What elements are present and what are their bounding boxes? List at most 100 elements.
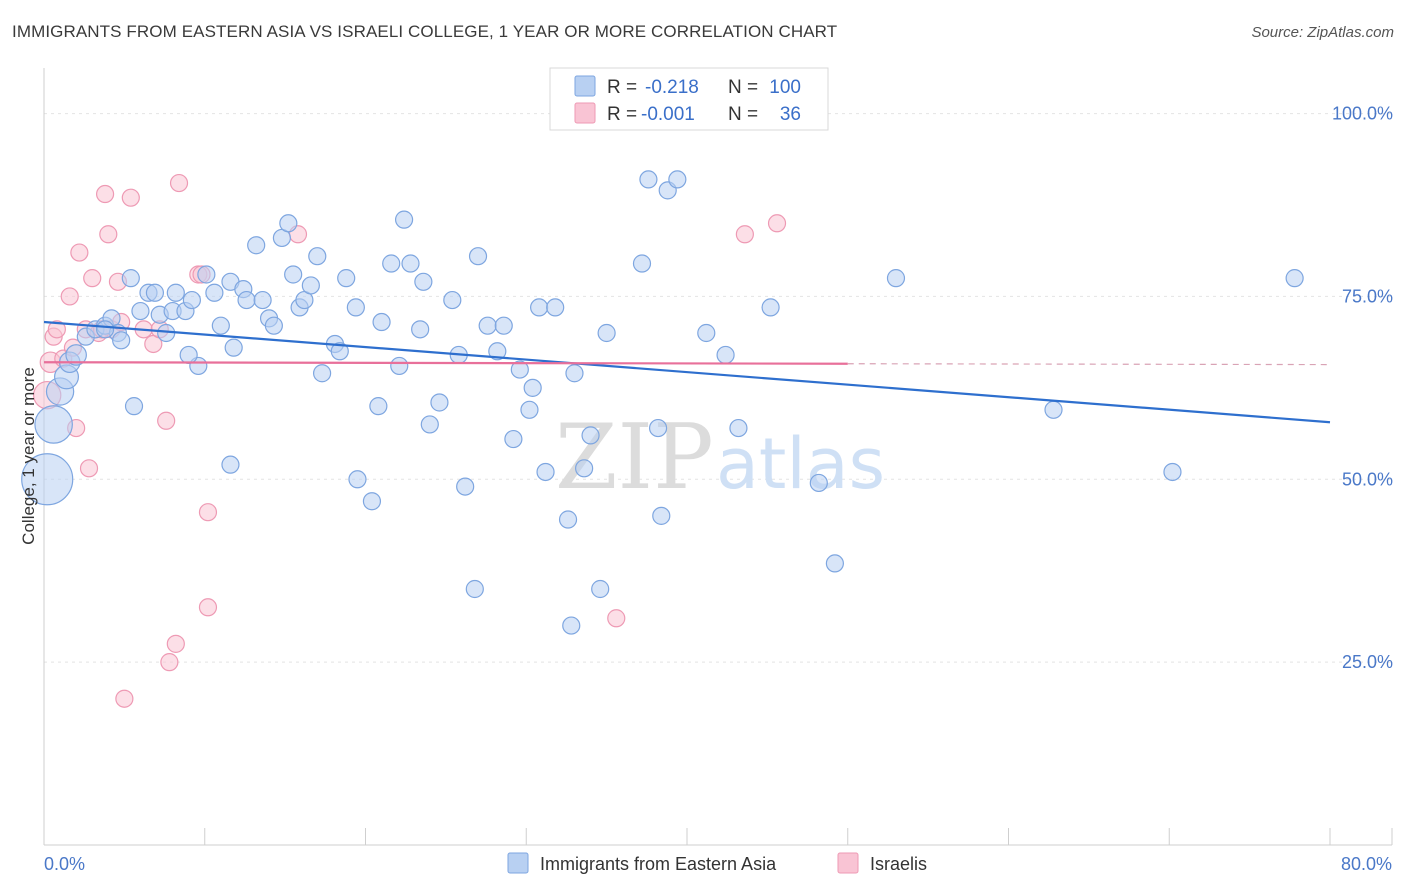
legend-r-value-1: -0.218: [645, 77, 699, 98]
eastern-asia-point: [716, 345, 735, 365]
eastern-asia-point: [346, 298, 365, 317]
x-ticks: [43, 828, 1393, 845]
eastern-asia-point: [121, 269, 140, 288]
israelis-point: [95, 184, 115, 204]
eastern-asia-point: [411, 320, 430, 339]
eastern-asia-point: [1044, 400, 1063, 419]
israelis-point: [735, 225, 754, 244]
chart-title: IMMIGRANTS FROM EASTERN ASIA VS ISRAELI …: [12, 22, 838, 41]
eastern-asia-point: [639, 170, 658, 189]
eastern-asia-point: [558, 510, 578, 529]
eastern-asia-point: [478, 316, 497, 335]
eastern-asia-point: [308, 247, 327, 266]
eastern-asia-point: [504, 429, 523, 449]
eastern-asia-point: [632, 254, 652, 273]
israelis-point: [607, 609, 626, 628]
eastern-asia-point: [179, 345, 198, 365]
y-axis-title: College, 1 year or more: [19, 367, 38, 545]
eastern-asia-point: [886, 269, 906, 288]
y-tick-label-25: 25.0%: [1342, 652, 1393, 672]
eastern-asia-point: [124, 397, 144, 416]
eastern-asia-point: [729, 418, 748, 438]
eastern-asia-point: [390, 356, 409, 376]
eastern-asia-point: [591, 579, 610, 599]
series-legend-swatch-eastern-asia: [507, 852, 529, 874]
israelis-point: [115, 689, 134, 708]
eastern-asia-point: [565, 364, 584, 383]
eastern-asia-point: [581, 426, 600, 445]
eastern-asia-point: [401, 254, 420, 273]
eastern-asia-point: [65, 344, 87, 366]
eastern-asia-point: [312, 364, 332, 383]
eastern-asia-point: [520, 400, 539, 419]
israelis-point: [198, 598, 218, 617]
eastern-asia-point: [95, 320, 115, 339]
eastern-asia-point: [221, 455, 240, 474]
eastern-asia-point: [575, 459, 594, 478]
eastern-asia-point: [1285, 269, 1304, 288]
israelis-point: [79, 459, 99, 478]
israelis-trend-line: [43, 361, 848, 365]
stats-legend: R = -0.218 N = 100 R = -0.001 N = 36: [549, 67, 829, 131]
eastern-asia-point: [546, 298, 565, 317]
israelis-point: [70, 243, 89, 262]
eastern-asia-point: [697, 323, 716, 343]
eastern-asia-point: [494, 316, 513, 335]
eastern-asia-point: [362, 492, 382, 511]
series-legend-swatch-israelis: [837, 852, 859, 874]
legend-r-label-2: R =: [607, 104, 637, 125]
eastern-asia-point: [372, 312, 391, 332]
eastern-asia-point: [510, 360, 529, 379]
legend-n-value-2: 36: [780, 104, 801, 125]
watermark-atlas: atlas: [716, 423, 885, 505]
eastern-asia-point: [197, 265, 216, 284]
legend-r-value-2: -0.001: [641, 104, 695, 125]
israelis-point: [83, 269, 102, 288]
eastern-asia-point: [264, 316, 283, 335]
eastern-asia-point: [145, 283, 165, 302]
legend-swatch-eastern-asia: [574, 75, 596, 97]
eastern-asia-point: [536, 462, 555, 482]
israelis-point: [60, 287, 79, 306]
eastern-asia-point: [825, 554, 844, 573]
eastern-asia-point: [21, 453, 74, 506]
eastern-asia-point: [430, 393, 449, 412]
eastern-asia-point: [394, 210, 414, 229]
legend-n-value-1: 100: [769, 77, 801, 98]
eastern-asia-point: [523, 378, 542, 397]
eastern-asia-point: [809, 473, 828, 493]
x-tick-label-max: 80.0%: [1341, 854, 1392, 874]
eastern-asia-point: [443, 290, 462, 310]
israelis-point: [166, 634, 185, 653]
eastern-asia-point: [562, 616, 581, 635]
eastern-asia-point: [1163, 462, 1182, 482]
israelis-point: [169, 173, 189, 193]
eastern-asia-point: [253, 290, 272, 310]
israelis-point: [198, 503, 218, 522]
israelis-trend-extension: [847, 363, 1331, 366]
x-tick-label-min: 0.0%: [44, 854, 85, 874]
eastern-asia-point: [414, 272, 433, 291]
legend-n-label-2: N =: [728, 104, 758, 125]
eastern-asia-point: [205, 283, 224, 302]
eastern-asia-point: [668, 170, 687, 189]
eastern-asia-point: [112, 331, 131, 350]
eastern-asia-point: [182, 290, 201, 310]
israelis-point: [121, 188, 140, 207]
legend-r-label-1: R =: [607, 77, 637, 98]
eastern-asia-point: [330, 342, 349, 361]
eastern-asia-point: [369, 397, 388, 416]
y-tick-labels: 25.0% 50.0% 75.0% 100.0%: [1332, 104, 1393, 673]
israelis-point: [99, 225, 118, 244]
eastern-asia-point: [420, 415, 439, 434]
eastern-asia-trend-line: [43, 320, 1331, 424]
eastern-asia-point: [652, 506, 671, 525]
watermark-zip: ZIP: [555, 405, 714, 510]
source-credit: Source: ZipAtlas.com: [1251, 24, 1394, 41]
eastern-asia-point: [131, 301, 150, 321]
eastern-asia-point: [301, 276, 320, 295]
eastern-asia-point: [237, 290, 256, 310]
y-tick-label-50: 50.0%: [1342, 469, 1393, 489]
eastern-asia-point: [456, 477, 475, 496]
